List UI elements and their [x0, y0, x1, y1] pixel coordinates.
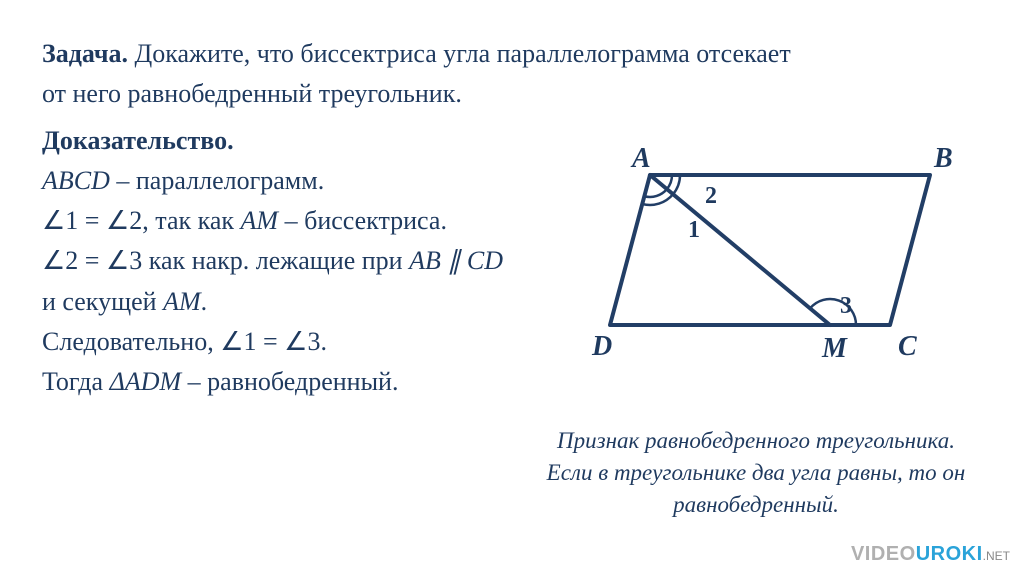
proof-line-4: и секущей AM. [42, 282, 582, 322]
text-dot2: . [320, 327, 327, 356]
svg-text:1: 1 [688, 217, 700, 243]
svg-text:A: A [630, 145, 651, 174]
proof-line-3: ∠2 = ∠3 как накр. лежащие при AB ∥ CD [42, 241, 582, 281]
text-alternate: как накр. лежащие при [142, 246, 409, 275]
math-angle23: ∠2 = ∠3 [42, 246, 142, 275]
theorem-line-2: Если в треугольнике два угла равны, то о… [520, 457, 992, 489]
text-since: , так как [142, 206, 240, 235]
math-angle13: ∠1 = ∠3 [220, 327, 320, 356]
task-line-1: Задача. Докажите, что биссектриса угла п… [42, 34, 962, 74]
svg-text:C: C [898, 331, 917, 362]
text-dot: . [201, 287, 208, 316]
proof-line-1: ABCD – параллелограмм. [42, 161, 582, 201]
watermark-logo: VIDEOUROKI.NET [851, 543, 1010, 566]
text-parallelogram: – параллелограмм. [110, 166, 324, 195]
svg-text:D: D [591, 331, 612, 362]
logo-part-1: VIDEO [851, 543, 916, 565]
logo-part-3: .NET [983, 549, 1010, 563]
svg-text:3: 3 [840, 293, 852, 319]
svg-text:2: 2 [705, 183, 717, 209]
text-bisector: – биссектриса. [278, 206, 447, 235]
proof-line-6: Тогда ΔADM – равнобедренный. [42, 362, 582, 402]
math-abcd: ABCD [42, 166, 110, 195]
math-am: AM [241, 206, 279, 235]
math-adm: ΔADM [110, 367, 182, 396]
task-line-2: от него равнобедренный треугольник. [42, 74, 962, 114]
svg-text:B: B [933, 145, 953, 174]
text-therefore: Следовательно, [42, 327, 220, 356]
parallelogram-diagram: A B C D M 12 3 [580, 145, 970, 395]
proof-line-2: ∠1 = ∠2, так как AM – биссектриса. [42, 201, 582, 241]
theorem-note: Признак равнобедренного треугольника. Ес… [520, 425, 992, 522]
task-text-1: Докажите, что биссектриса угла параллело… [128, 39, 791, 68]
math-angle12: ∠1 = ∠2 [42, 206, 142, 235]
text-secant: и секущей [42, 287, 163, 316]
theorem-line-1: Признак равнобедренного треугольника. [520, 425, 992, 457]
proof-line-5: Следовательно, ∠1 = ∠3. [42, 322, 582, 362]
math-am2: AM [163, 287, 201, 316]
theorem-line-3: равнобедренный. [520, 489, 992, 521]
math-abcd-parallel: AB ∥ CD [409, 246, 503, 275]
text-then: Тогда [42, 367, 110, 396]
logo-part-2: UROKI [916, 543, 983, 565]
task-label: Задача. [42, 39, 128, 68]
svg-text:M: M [821, 333, 848, 364]
text-isosceles: – равнобедренный. [181, 367, 398, 396]
